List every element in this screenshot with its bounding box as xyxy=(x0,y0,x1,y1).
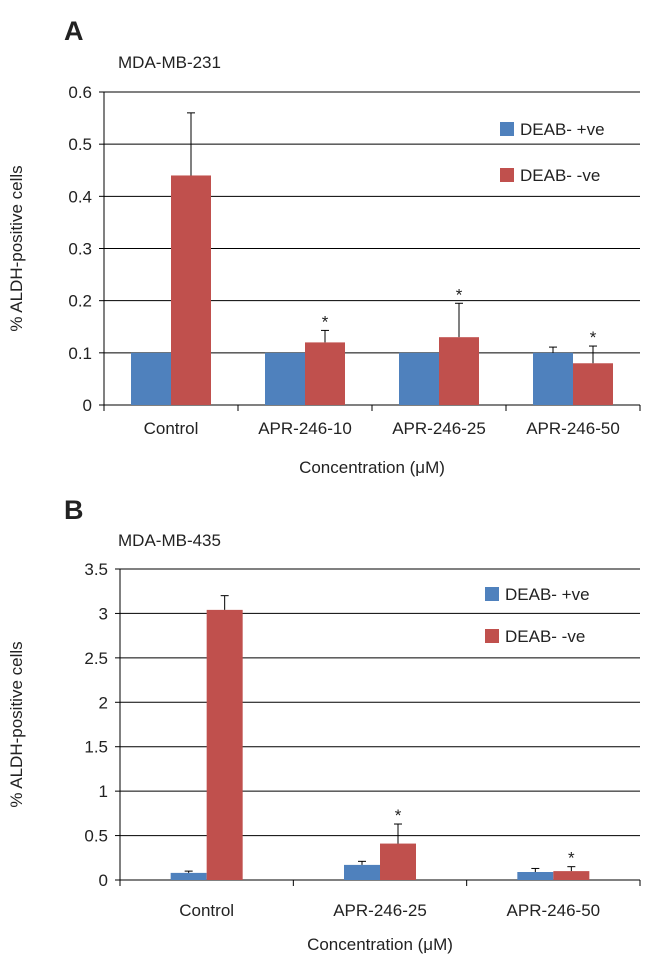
bar xyxy=(399,352,439,405)
legend-swatch xyxy=(500,168,514,182)
x-axis-label: Concentration (μM) xyxy=(299,458,445,477)
chart-title: MDA-MB-231 xyxy=(118,53,221,72)
y-tick-label: 0.5 xyxy=(84,827,108,846)
x-axis-label: Concentration (μM) xyxy=(307,935,453,954)
x-tick-label: APR-246-50 xyxy=(507,901,601,920)
legend-label: DEAB- -ve xyxy=(505,627,585,646)
significance-marker: * xyxy=(456,285,463,304)
y-tick-label: 0 xyxy=(83,396,92,415)
bar xyxy=(573,363,613,405)
chart-b: 0 0.5 1 1.5 2 2.5 3 3.5 * * Control APR-246-25 APR-2… xyxy=(7,495,641,954)
bar xyxy=(553,871,590,880)
bar xyxy=(131,352,171,405)
x-tick-label: APR-246-25 xyxy=(392,419,486,438)
x-tick-label: Control xyxy=(179,901,234,920)
legend-swatch xyxy=(485,587,499,601)
significance-marker: * xyxy=(568,849,575,868)
y-tick-label: 3 xyxy=(99,604,108,623)
legend-label: DEAB- -ve xyxy=(520,166,600,185)
y-tick-label: 3.5 xyxy=(84,560,108,579)
chart-a: 0 0.1 0.2 0.3 0.4 0.5 0.6 * * * Control APR-246-10 A… xyxy=(7,16,641,477)
y-tick-label: 0.6 xyxy=(68,83,92,102)
bar xyxy=(517,872,554,880)
bar xyxy=(170,872,207,880)
bar xyxy=(533,352,573,405)
y-tick-label: 0 xyxy=(99,871,108,890)
bar xyxy=(206,609,243,880)
legend-swatch xyxy=(485,629,499,643)
y-tick-label: 2 xyxy=(99,693,108,712)
bar xyxy=(439,337,479,405)
y-tick-label: 0.5 xyxy=(68,135,92,154)
y-tick-label: 0.1 xyxy=(68,344,92,363)
bar xyxy=(265,352,305,405)
significance-marker: * xyxy=(395,806,402,825)
x-tick-label: APR-246-10 xyxy=(258,419,352,438)
chart-title: MDA-MB-435 xyxy=(118,531,221,550)
y-tick-label: 0.2 xyxy=(68,292,92,311)
y-axis-label: % ALDH-positive cells xyxy=(7,641,26,807)
y-tick-label: 0.4 xyxy=(68,187,92,206)
bar xyxy=(171,175,211,405)
x-tick-label: APR-246-50 xyxy=(526,419,620,438)
y-tick-label: 1.5 xyxy=(84,738,108,757)
bar xyxy=(344,864,380,880)
significance-marker: * xyxy=(590,328,597,347)
legend-label: DEAB- +ve xyxy=(505,585,590,604)
bar xyxy=(380,843,416,880)
x-tick-label: Control xyxy=(144,419,199,438)
y-tick-label: 1 xyxy=(99,782,108,801)
y-axis-label: % ALDH-positive cells xyxy=(7,165,26,331)
legend-label: DEAB- +ve xyxy=(520,120,605,139)
y-tick-label: 0.3 xyxy=(68,240,92,259)
x-tick-label: APR-246-25 xyxy=(333,901,427,920)
panel-label: B xyxy=(64,495,84,525)
panel-label: A xyxy=(64,16,84,46)
significance-marker: * xyxy=(322,312,329,331)
y-tick-label: 2.5 xyxy=(84,649,108,668)
bar xyxy=(305,342,345,405)
legend-swatch xyxy=(500,122,514,136)
